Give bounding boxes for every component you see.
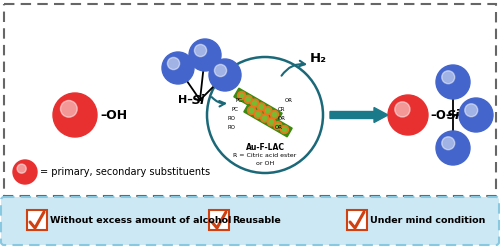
Circle shape: [250, 108, 254, 113]
Circle shape: [248, 106, 256, 115]
Text: = primary, secondary substituents: = primary, secondary substituents: [40, 167, 210, 177]
FancyBboxPatch shape: [209, 210, 229, 230]
Circle shape: [256, 112, 260, 117]
Circle shape: [168, 58, 179, 70]
Circle shape: [240, 93, 244, 98]
Circle shape: [274, 122, 282, 130]
FancyArrow shape: [330, 107, 388, 123]
Text: OR: OR: [275, 124, 283, 129]
Text: RO: RO: [227, 124, 235, 129]
Circle shape: [162, 52, 194, 84]
Circle shape: [262, 116, 267, 120]
Circle shape: [207, 57, 323, 173]
Circle shape: [465, 104, 477, 117]
Text: PC: PC: [235, 98, 242, 103]
FancyBboxPatch shape: [347, 210, 367, 230]
Text: Without excess amount of alcohol: Without excess amount of alcohol: [50, 215, 232, 225]
Text: Reusable: Reusable: [232, 215, 281, 225]
Text: OR: OR: [285, 98, 293, 103]
Circle shape: [269, 120, 274, 124]
Circle shape: [282, 127, 286, 132]
Text: OR: OR: [278, 116, 286, 121]
Text: Si: Si: [192, 94, 205, 106]
Circle shape: [250, 99, 258, 107]
Circle shape: [13, 160, 37, 184]
Circle shape: [260, 114, 268, 122]
FancyBboxPatch shape: [1, 197, 499, 245]
Circle shape: [442, 71, 454, 84]
Circle shape: [259, 105, 264, 109]
Circle shape: [436, 65, 470, 99]
Text: R = Citric acid ester: R = Citric acid ester: [234, 152, 296, 158]
Circle shape: [60, 101, 77, 117]
Text: PC: PC: [232, 106, 239, 111]
Text: –OH: –OH: [100, 108, 127, 122]
Text: CR: CR: [278, 106, 285, 111]
Circle shape: [244, 95, 252, 103]
Text: or OH: or OH: [256, 161, 274, 165]
Circle shape: [254, 110, 262, 118]
Circle shape: [17, 164, 26, 173]
Circle shape: [268, 118, 276, 126]
Circle shape: [270, 110, 278, 119]
Circle shape: [246, 97, 250, 102]
Circle shape: [252, 101, 257, 105]
FancyArrow shape: [234, 88, 282, 122]
Circle shape: [53, 93, 97, 137]
Text: Under mind condition: Under mind condition: [370, 215, 486, 225]
Circle shape: [395, 102, 410, 117]
Circle shape: [209, 59, 241, 91]
Circle shape: [264, 107, 272, 115]
Circle shape: [189, 39, 221, 71]
Circle shape: [272, 112, 276, 117]
Text: H₂: H₂: [310, 52, 327, 64]
FancyArrow shape: [244, 103, 292, 137]
Text: RO: RO: [228, 116, 236, 121]
Text: Si: Si: [447, 108, 460, 122]
Circle shape: [388, 95, 428, 135]
Text: H–: H–: [178, 95, 193, 105]
Circle shape: [436, 131, 470, 165]
Circle shape: [280, 125, 288, 133]
FancyBboxPatch shape: [27, 210, 47, 230]
Text: –O–: –O–: [430, 108, 452, 122]
Text: Au-F-LAC: Au-F-LAC: [246, 143, 284, 151]
Circle shape: [459, 98, 493, 132]
Circle shape: [238, 91, 246, 100]
Circle shape: [266, 108, 270, 113]
FancyBboxPatch shape: [4, 4, 496, 196]
Circle shape: [194, 44, 206, 57]
Circle shape: [442, 137, 454, 150]
Circle shape: [214, 64, 226, 77]
Circle shape: [276, 124, 280, 128]
Circle shape: [258, 103, 266, 111]
